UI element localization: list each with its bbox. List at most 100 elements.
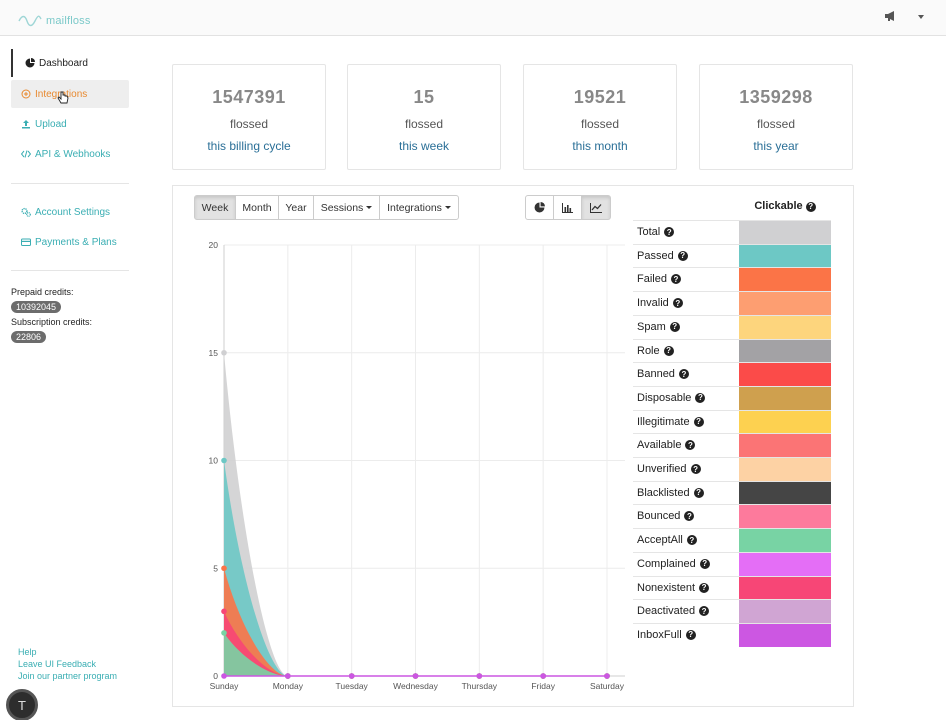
legend-label: Available? xyxy=(637,439,696,451)
legend-swatch[interactable] xyxy=(739,315,831,339)
legend-row-bounced[interactable]: Bounced? xyxy=(633,504,831,529)
legend-row-acceptall[interactable]: AcceptAll? xyxy=(633,528,831,553)
legend-swatch[interactable] xyxy=(739,363,831,387)
legend-row-spam[interactable]: Spam? xyxy=(633,314,831,339)
help-icon[interactable]: ? xyxy=(677,250,688,261)
help-icon[interactable]: ? xyxy=(699,582,710,593)
help-icon[interactable]: ? xyxy=(693,487,704,498)
legend-swatch[interactable] xyxy=(739,529,831,553)
sidebar-item-integrations[interactable]: Integrations xyxy=(11,80,129,108)
stat-value: 1547391 xyxy=(212,87,286,107)
legend-label-text: Deactivated xyxy=(637,605,696,618)
stat-label: flossed xyxy=(756,117,796,131)
legend-swatch[interactable] xyxy=(739,505,831,529)
stat-value: 19521 xyxy=(573,87,627,107)
sidebar-item-upload[interactable]: Upload xyxy=(11,110,129,138)
y-axis-labels: 0 5 10 15 20 xyxy=(209,240,219,681)
chart-type-buttons xyxy=(525,195,611,220)
integrations-dropdown[interactable]: Integrations xyxy=(379,195,459,220)
account-menu-caret-icon[interactable] xyxy=(918,15,924,19)
ui-feedback-link[interactable]: Leave UI Feedback xyxy=(18,659,97,669)
x-tick-label: Friday xyxy=(531,681,555,691)
pie-chart-button[interactable] xyxy=(525,195,554,220)
legend-swatch[interactable] xyxy=(739,576,831,600)
x-tick-label: Thursday xyxy=(462,681,498,691)
legend-row-unverified[interactable]: Unverified? xyxy=(633,457,831,481)
legend-row-inboxfull[interactable]: InboxFull? xyxy=(633,622,831,647)
legend-row-failed[interactable]: Failed? xyxy=(633,267,831,292)
tab-month[interactable]: Month xyxy=(235,195,279,220)
legend-swatch[interactable] xyxy=(739,292,831,316)
legend-swatch[interactable] xyxy=(739,386,831,410)
legend-row-deactivated[interactable]: Deactivated? xyxy=(633,599,831,624)
help-icon[interactable]: ? xyxy=(695,392,706,403)
stat-period: this billing cycle xyxy=(207,139,291,153)
data-point-acceptall xyxy=(221,630,227,636)
legend-row-role[interactable]: Role? xyxy=(633,338,831,363)
legend-row-nonexistent[interactable]: Nonexistent? xyxy=(633,575,831,600)
legend-label: Blacklisted? xyxy=(637,487,704,499)
legend-swatch[interactable] xyxy=(739,434,831,458)
sidebar-item-account-settings[interactable]: Account Settings xyxy=(11,198,129,226)
legend-swatch[interactable] xyxy=(739,221,831,244)
help-icon[interactable]: ? xyxy=(685,629,696,640)
help-icon[interactable]: ? xyxy=(685,440,696,451)
legend-label-text: Passed xyxy=(637,249,674,262)
help-icon[interactable]: ? xyxy=(670,274,681,285)
legend-row-complained[interactable]: Complained? xyxy=(633,551,831,576)
help-icon[interactable]: ? xyxy=(699,558,710,569)
legend-row-illegitimate[interactable]: Illegitimate? xyxy=(633,409,831,434)
logo-wave-icon xyxy=(18,15,42,27)
legend-row-banned[interactable]: Banned? xyxy=(633,362,831,387)
legend-label: Illegitimate? xyxy=(637,416,704,428)
top-bar: mailfloss xyxy=(0,0,946,36)
legend-label: Total? xyxy=(637,226,675,238)
megaphone-icon[interactable] xyxy=(884,10,898,22)
help-icon[interactable]: ? xyxy=(699,606,710,617)
help-icon[interactable]: ? xyxy=(693,416,704,427)
legend-swatch[interactable] xyxy=(739,623,831,647)
partner-program-link[interactable]: Join our partner program xyxy=(18,671,118,681)
sidebar-item-api-webhooks[interactable]: API & Webhooks xyxy=(11,140,129,168)
legend-row-available[interactable]: Available? xyxy=(633,433,831,458)
help-icon[interactable]: ? xyxy=(663,345,674,356)
help-icon[interactable]: ? xyxy=(672,298,683,309)
help-icon[interactable]: ? xyxy=(669,321,680,332)
legend-swatch[interactable] xyxy=(739,410,831,434)
legend-swatch[interactable] xyxy=(739,481,831,505)
tab-year[interactable]: Year xyxy=(278,195,314,220)
line-chart-button[interactable] xyxy=(581,195,611,220)
help-icon[interactable]: ? xyxy=(690,464,701,474)
pie-chart-icon xyxy=(534,202,545,213)
x-tick-label: Tuesday xyxy=(336,681,369,691)
tab-label: Year xyxy=(285,201,307,214)
legend-swatch[interactable] xyxy=(739,244,831,268)
legend-swatch[interactable] xyxy=(739,600,831,624)
legend-label-text: InboxFull xyxy=(637,628,682,641)
legend-row-invalid[interactable]: Invalid? xyxy=(633,291,831,316)
legend-swatch[interactable] xyxy=(739,268,831,292)
legend-row-blacklisted[interactable]: Blacklisted? xyxy=(633,480,831,505)
bar-chart-button[interactable] xyxy=(553,195,582,220)
brand-logo[interactable]: mailfloss xyxy=(18,14,91,28)
help-icon[interactable]: ? xyxy=(684,511,695,522)
series-area-acceptall xyxy=(224,632,607,676)
help-link[interactable]: Help xyxy=(18,647,37,657)
legend-label-text: Banned xyxy=(637,368,675,381)
legend-row-disposable[interactable]: Disposable? xyxy=(633,385,831,410)
legend-row-passed[interactable]: Passed? xyxy=(633,243,831,268)
legend-swatch[interactable] xyxy=(739,339,831,363)
sessions-dropdown[interactable]: Sessions xyxy=(313,195,380,220)
sidebar-item-dashboard[interactable]: Dashboard xyxy=(11,49,129,77)
tab-week[interactable]: Week xyxy=(194,195,236,220)
help-icon[interactable]: ? xyxy=(686,535,697,546)
legend-row-total[interactable]: Total? xyxy=(633,220,831,244)
legend-swatch[interactable] xyxy=(739,458,831,481)
help-icon[interactable]: ? xyxy=(805,201,816,212)
sidebar-item-payments-plans[interactable]: Payments & Plans xyxy=(11,228,129,256)
user-avatar[interactable]: T xyxy=(6,689,38,720)
help-icon[interactable]: ? xyxy=(678,369,689,380)
tab-label: Integrations xyxy=(387,201,442,214)
help-icon[interactable]: ? xyxy=(664,227,675,237)
legend-swatch[interactable] xyxy=(739,552,831,576)
